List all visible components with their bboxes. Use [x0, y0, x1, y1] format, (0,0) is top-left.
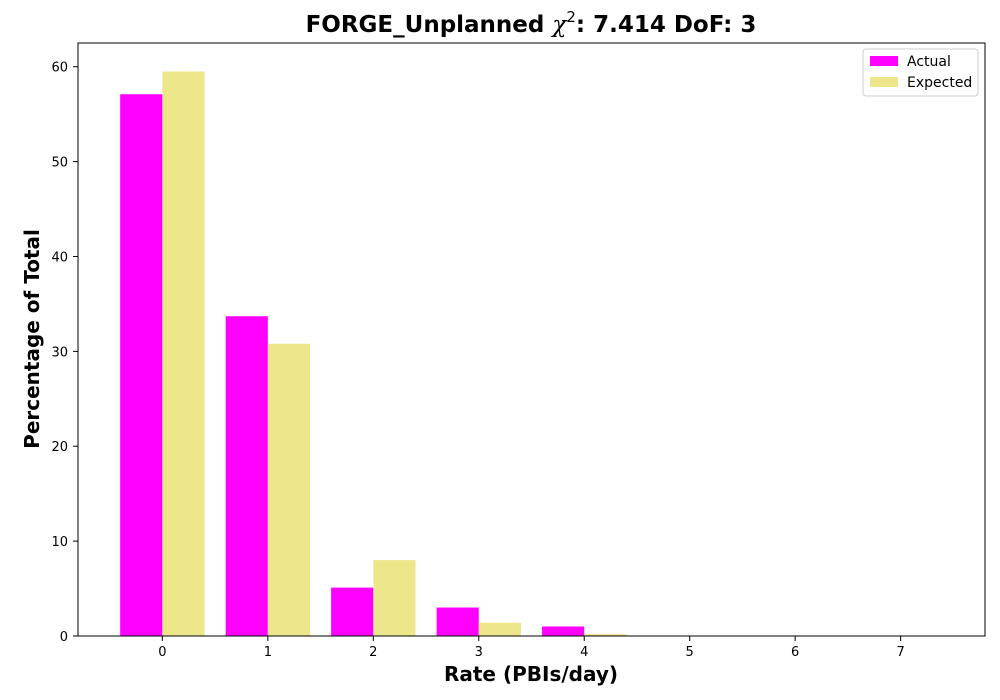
legend-label-actual: Actual [907, 54, 951, 70]
y-tick-label-10: 10 [51, 535, 68, 550]
plot-area: 0 1 2 3 4 5 6 7 0 10 20 30 40 50 60 [51, 42, 986, 660]
y-tick-label-60: 60 [51, 61, 68, 76]
bar-actual-3 [436, 607, 479, 636]
bar-actual-4 [542, 626, 585, 636]
y-tick-label-0: 0 [60, 630, 68, 645]
bar-actual-1 [225, 316, 268, 636]
chart-title-sup: 2 [566, 8, 576, 26]
bar-actual-0 [120, 94, 163, 636]
y-tick-label-20: 20 [51, 440, 68, 455]
chart-title-chi: χ [550, 12, 568, 38]
chart-title: FORGE_Unplanned χ2: 7.414 DoF: 3 [306, 8, 757, 38]
x-tick-label-7: 7 [896, 645, 904, 660]
x-axis-label: Rate (PBIs/day) [444, 662, 618, 686]
x-tick-label-3: 3 [475, 645, 483, 660]
x-tick-label-1: 1 [264, 645, 272, 660]
bar-expected-2 [373, 560, 416, 636]
legend-swatch-expected [870, 77, 898, 87]
legend: Actual Expected [862, 48, 979, 97]
x-tick-label-2: 2 [369, 645, 377, 660]
bar-expected-4 [584, 634, 627, 636]
x-tick-label-4: 4 [580, 645, 588, 660]
bar-expected-1 [267, 343, 311, 636]
y-tick-label-50: 50 [51, 156, 68, 171]
bar-expected-0 [162, 71, 205, 637]
plot-frame [77, 42, 986, 637]
x-tick-label-0: 0 [158, 645, 166, 660]
bar-actual-2 [331, 587, 374, 636]
y-axis-label: Percentage of Total [20, 229, 44, 449]
chart-title-rest: : 7.414 DoF: 3 [576, 12, 757, 38]
y-tick-label-40: 40 [51, 250, 68, 265]
y-tick-label-30: 30 [51, 345, 68, 360]
legend-label-expected: Expected [907, 75, 972, 91]
x-tick-label-5: 5 [686, 645, 694, 660]
bar-expected-3 [478, 622, 521, 636]
legend-swatch-actual [870, 56, 898, 66]
x-tick-label-6: 6 [791, 645, 799, 660]
chart-title-main: FORGE_Unplanned [306, 12, 553, 38]
